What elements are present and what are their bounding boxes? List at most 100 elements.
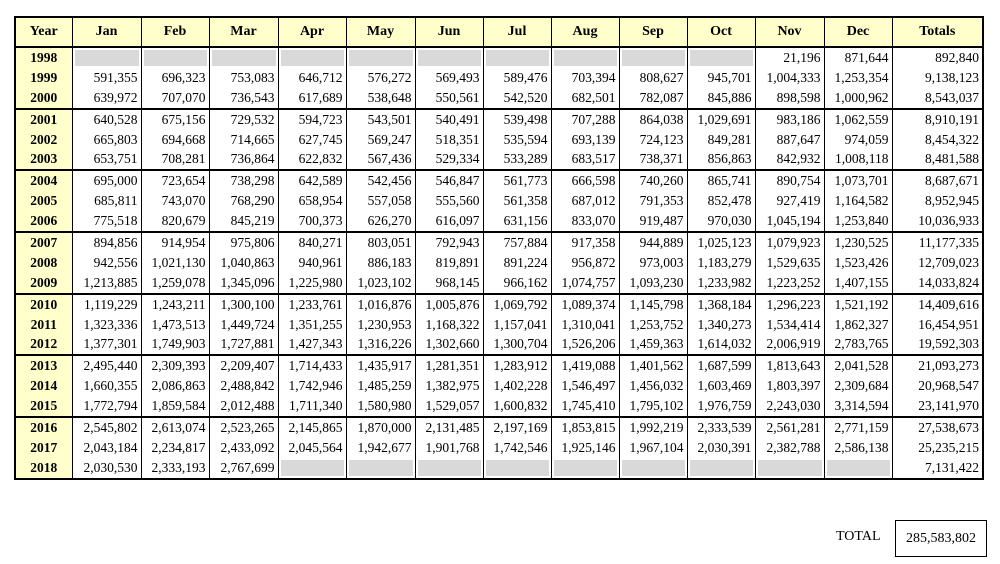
value-cell: 8,481,588	[891, 149, 984, 171]
value-cell: 2,382,788	[754, 437, 825, 458]
table-row: 2007 894,856 914,954 975,806 840,271 803,051 7…	[14, 231, 984, 253]
value-cell: 1,233,982	[686, 272, 756, 294]
value-cell: 2,309,393	[140, 354, 210, 377]
value-cell: 538,648	[345, 87, 416, 109]
value-cell: 616,097	[414, 211, 484, 233]
column-header: Apr	[277, 17, 347, 48]
value-cell: 707,288	[550, 107, 620, 130]
value-cell: 695,000	[71, 169, 142, 192]
value-cell: 2,767,699	[208, 457, 279, 479]
value-cell: 542,520	[482, 87, 552, 109]
value-cell: 970,030	[686, 211, 756, 233]
value-cell: 569,493	[414, 67, 484, 88]
value-cell: 1,021,130	[140, 252, 210, 273]
value-cell: 927,419	[754, 191, 825, 212]
value-cell: 845,886	[686, 87, 756, 109]
value-cell: 10,036,933	[891, 211, 984, 233]
value-cell: 1,992,219	[618, 416, 688, 438]
value-cell: 1,546,497	[550, 376, 620, 397]
value-cell: 833,070	[550, 211, 620, 233]
value-cell: 1,853,815	[550, 416, 620, 438]
value-cell: 1,253,752	[618, 314, 688, 335]
value-cell: 768,290	[208, 191, 279, 212]
value-cell: 864,038	[618, 107, 688, 130]
value-cell: 740,260	[618, 169, 688, 192]
column-header: Year	[14, 17, 73, 48]
value-cell: 665,803	[71, 129, 142, 150]
value-cell: 1,803,397	[754, 376, 825, 397]
table-row: 2008 942,556 1,021,130 1,040,863 940,961 886,…	[14, 252, 984, 273]
value-cell: 675,156	[140, 107, 210, 130]
value-cell: 8,952,945	[891, 191, 984, 212]
value-cell: 591,355	[71, 67, 142, 88]
value-cell: 693,139	[550, 129, 620, 150]
value-cell: 1,062,559	[823, 107, 893, 130]
value-cell: 1,225,980	[277, 272, 347, 294]
empty-cell	[345, 47, 416, 68]
value-cell: 942,556	[71, 252, 142, 273]
value-cell: 550,561	[414, 87, 484, 109]
value-cell: 1,040,863	[208, 252, 279, 273]
value-cell: 1,795,102	[618, 396, 688, 418]
value-cell: 1,859,584	[140, 396, 210, 418]
value-cell: 1,000,962	[823, 87, 893, 109]
table-row: 2018 2,030,530 2,333,193 2,767,699 7,131,422	[14, 457, 984, 479]
value-cell: 518,351	[414, 129, 484, 150]
value-cell: 753,083	[208, 67, 279, 88]
value-cell: 1,449,724	[208, 314, 279, 335]
value-cell: 1,302,660	[414, 334, 484, 356]
value-cell: 1,345,096	[208, 272, 279, 294]
table-row: 2006 775,518 820,679 845,219 700,373 626,270 6…	[14, 211, 984, 233]
table-row: 2011 1,323,336 1,473,513 1,449,724 1,351,255…	[14, 314, 984, 335]
empty-cell	[686, 47, 756, 68]
table-row: 2000 639,972 707,070 736,543 617,689 538,648 5…	[14, 87, 984, 109]
empty-cell	[754, 457, 825, 479]
value-cell: 2,783,765	[823, 334, 893, 356]
value-cell: 886,183	[345, 252, 416, 273]
year-cell: 2014	[14, 376, 73, 397]
value-cell: 2,495,440	[71, 354, 142, 377]
column-header: May	[345, 17, 416, 48]
empty-cell	[345, 457, 416, 479]
table-row: 2009 1,213,885 1,259,078 1,345,096 1,225,980…	[14, 272, 984, 294]
value-cell: 791,353	[618, 191, 688, 212]
value-cell: 9,138,123	[891, 67, 984, 88]
value-cell: 622,832	[277, 149, 347, 171]
value-cell: 914,954	[140, 231, 210, 253]
table-row: 2015 1,772,794 1,859,584 2,012,488 1,711,340…	[14, 396, 984, 418]
value-cell: 1,901,768	[414, 437, 484, 458]
value-cell: 21,093,273	[891, 354, 984, 377]
value-cell: 2,545,802	[71, 416, 142, 438]
value-cell: 1,603,469	[686, 376, 756, 397]
value-cell: 2,043,184	[71, 437, 142, 458]
value-cell: 1,401,562	[618, 354, 688, 377]
column-header: Dec	[823, 17, 893, 48]
value-cell: 703,394	[550, 67, 620, 88]
year-cell: 2002	[14, 129, 73, 150]
value-cell: 589,476	[482, 67, 552, 88]
value-cell: 892,840	[891, 47, 984, 68]
value-cell: 1,008,118	[823, 149, 893, 171]
value-cell: 1,456,032	[618, 376, 688, 397]
value-cell: 2,586,138	[823, 437, 893, 458]
value-cell: 1,093,230	[618, 272, 688, 294]
year-cell: 2016	[14, 416, 73, 438]
value-cell: 1,407,155	[823, 272, 893, 294]
value-cell: 666,598	[550, 169, 620, 192]
value-cell: 685,811	[71, 191, 142, 212]
value-cell: 8,687,671	[891, 169, 984, 192]
value-cell: 1,976,759	[686, 396, 756, 418]
value-cell: 738,298	[208, 169, 279, 192]
value-cell: 743,070	[140, 191, 210, 212]
value-cell: 1,316,226	[345, 334, 416, 356]
value-cell: 736,864	[208, 149, 279, 171]
value-cell: 1,727,881	[208, 334, 279, 356]
column-header: Jun	[414, 17, 484, 48]
empty-cell	[208, 47, 279, 68]
value-cell: 856,863	[686, 149, 756, 171]
value-cell: 1,742,546	[482, 437, 552, 458]
year-cell: 2013	[14, 354, 73, 377]
value-cell: 1,164,582	[823, 191, 893, 212]
value-cell: 1,340,273	[686, 314, 756, 335]
